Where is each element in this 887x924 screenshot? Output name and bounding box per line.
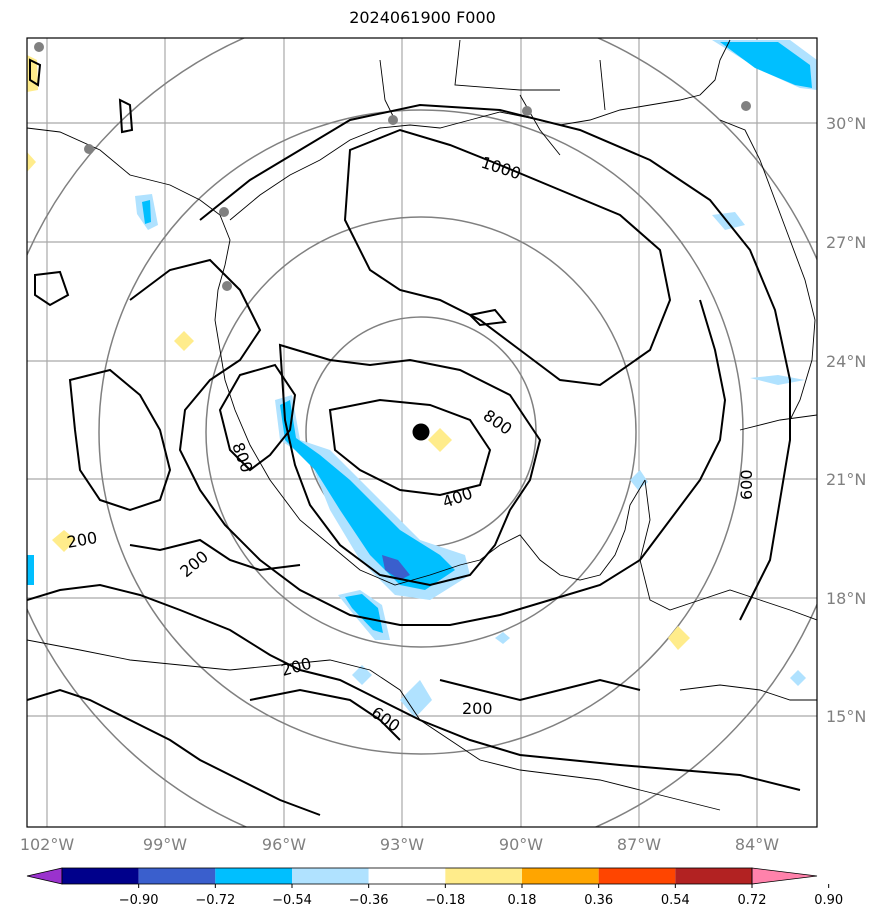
colorbar-tick-label: −0.90 <box>119 893 159 908</box>
station-markers <box>34 42 751 291</box>
lon-label: 90°W <box>499 835 543 854</box>
colorbar-segment <box>445 868 522 884</box>
colorbar-tick-label: 0.36 <box>584 893 613 908</box>
colorbar-tick-label: −0.18 <box>425 893 465 908</box>
longitude-labels: 102°W 99°W 96°W 93°W 90°W 87°W 84°W <box>20 835 779 854</box>
lat-label: 24°N <box>826 352 866 371</box>
lon-label: 84°W <box>735 835 779 854</box>
colorbar-segment <box>368 868 446 884</box>
lat-label: 21°N <box>826 470 866 489</box>
lon-label: 93°W <box>380 835 424 854</box>
lon-label: 87°W <box>617 835 661 854</box>
colorbar-segment <box>62 868 139 884</box>
colorbar-segment <box>675 868 752 884</box>
colorbar-segment <box>598 868 676 884</box>
colorbar-tick-label: 0.54 <box>661 893 690 908</box>
colorbar-segment <box>138 868 216 884</box>
shaded-field <box>27 40 817 718</box>
lat-label: 30°N <box>826 114 866 133</box>
latitude-labels: 30°N 27°N 24°N 21°N 18°N 15°N <box>826 114 866 726</box>
lat-label: 18°N <box>826 589 866 608</box>
colorbar-tick-label: 0.72 <box>738 893 767 908</box>
colorbar-border <box>61 867 753 885</box>
colorbar-tick-label: −0.72 <box>195 893 235 908</box>
colorbar-tick-label: 0.18 <box>508 893 537 908</box>
contour-label: 200 <box>462 699 493 718</box>
lon-label: 102°W <box>20 835 75 854</box>
storm-center-marker <box>412 423 430 441</box>
contour-label: 600 <box>737 469 756 500</box>
lat-label: 27°N <box>826 233 866 252</box>
lon-label: 96°W <box>262 835 306 854</box>
colorbar-tick-label: 0.90 <box>814 893 843 908</box>
colorbar-extend-high <box>751 867 818 885</box>
map-title: 2024061900 F000 <box>349 8 496 27</box>
colorbar-tick-label: −0.54 <box>272 893 312 908</box>
colorbar-segment <box>215 868 292 884</box>
coastlines <box>27 39 817 811</box>
lon-label: 99°W <box>143 835 187 854</box>
colorbar-extend-low <box>26 867 63 885</box>
gridlines <box>27 38 817 827</box>
colorbar-tick-label: −0.36 <box>349 893 389 908</box>
map-border <box>26 37 818 828</box>
colorbar-segment <box>292 868 369 884</box>
colorbar-segment <box>522 868 599 884</box>
contours <box>27 58 801 816</box>
lat-label: 15°N <box>826 707 866 726</box>
colorbar: −0.90 −0.72 −0.54 −0.36 −0.18 0.18 0.36 0.54 0.7… <box>26 867 843 908</box>
